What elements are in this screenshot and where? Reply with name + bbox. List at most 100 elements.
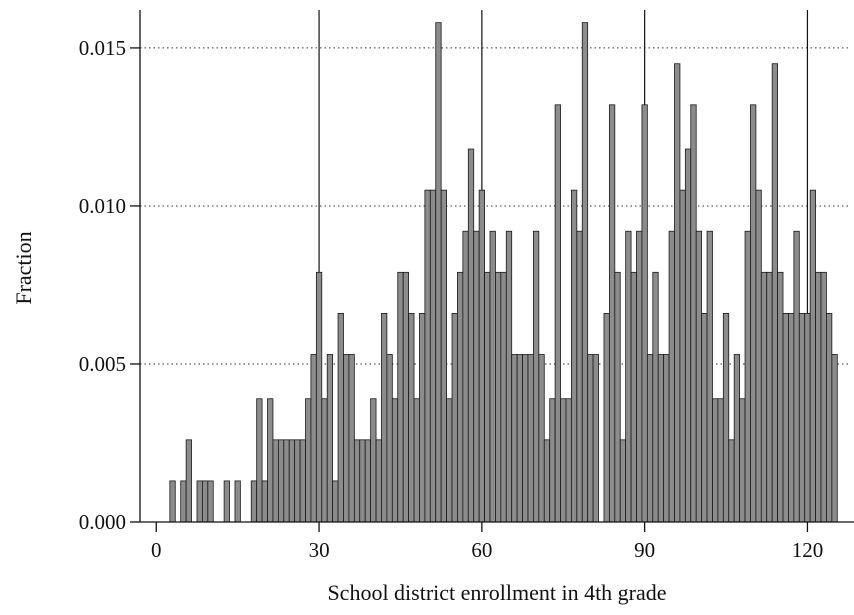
histogram-bar (451, 313, 458, 523)
histogram-bar (592, 354, 599, 523)
x-axis-title: School district enrollment in 4th grade (327, 580, 666, 605)
histogram-bar (495, 271, 502, 523)
histogram-bar (663, 354, 670, 523)
histogram-bar (646, 354, 654, 523)
histogram-bar (294, 439, 301, 523)
histogram-bar (326, 354, 334, 523)
histogram-bar (636, 230, 643, 523)
histogram-bar (619, 439, 627, 523)
histogram-bar (375, 439, 382, 523)
histogram-bar (283, 439, 290, 523)
histogram-bar (424, 189, 431, 523)
histogram-bar (554, 104, 561, 523)
histogram-bar (299, 439, 306, 523)
histogram-bar (391, 398, 399, 523)
histogram-bar (826, 313, 833, 523)
histogram-bar (570, 189, 578, 523)
histogram-bar (467, 148, 475, 523)
histogram-bar (695, 230, 703, 523)
histogram-bar (684, 148, 692, 523)
histogram-bar (793, 230, 800, 523)
histogram-bar (272, 439, 279, 523)
y-tick-label: 0.010 (79, 194, 126, 218)
histogram-bar (614, 271, 621, 523)
histogram-bar (381, 313, 388, 523)
histogram-bar (332, 480, 339, 523)
histogram-bar (538, 354, 545, 523)
histogram-bar (256, 398, 263, 523)
histogram-bar (750, 104, 757, 523)
histogram-bar (353, 439, 361, 523)
histogram-bar (701, 313, 708, 523)
histogram-bar (457, 271, 464, 523)
histogram-bar (690, 104, 697, 523)
histogram-bar (668, 230, 675, 523)
histogram-bars (169, 22, 838, 523)
histogram-bar (500, 271, 507, 523)
histogram-bar (315, 271, 323, 523)
y-axis-title: Fraction (11, 231, 36, 304)
histogram-bar (766, 271, 773, 523)
histogram-bar (657, 354, 665, 523)
histogram-bar (581, 22, 589, 523)
histogram-bar (516, 354, 523, 523)
histogram-bar (755, 189, 762, 523)
histogram-bar (630, 271, 637, 523)
x-tick-label: 90 (634, 538, 655, 562)
histogram-bar (386, 354, 393, 523)
histogram-bar (831, 354, 838, 523)
histogram-bar (674, 63, 681, 523)
histogram-bar (728, 439, 735, 523)
histogram-bar (771, 63, 778, 523)
histogram-bar (712, 398, 719, 523)
histogram-bar (478, 189, 485, 523)
histogram-bar (359, 439, 366, 523)
axis-ticks: 0 30 60 90 120 0.000 0.005 0.010 0.015 (79, 36, 823, 562)
axes (139, 10, 854, 523)
histogram-bar (820, 271, 827, 523)
histogram-bar (809, 189, 816, 523)
histogram-bar (196, 480, 203, 523)
histogram-bar (419, 313, 426, 523)
histogram-bar (185, 439, 192, 523)
histogram-bar (608, 104, 616, 523)
histogram-bar (413, 398, 420, 523)
y-tick-label: 0.005 (79, 352, 126, 376)
histogram-bar (169, 480, 176, 523)
histogram-bar (815, 271, 822, 523)
x-tick-label: 60 (471, 538, 492, 562)
histogram-bar (733, 354, 741, 523)
histogram-bar (625, 230, 632, 523)
histogram-bar (679, 189, 686, 523)
histogram-bar (446, 398, 453, 523)
histogram-bar (277, 439, 285, 523)
histogram-bar (717, 398, 724, 523)
histogram-bar (234, 480, 241, 523)
x-tick-label: 120 (792, 538, 824, 562)
histogram-bar (760, 271, 768, 523)
histogram-bar (527, 354, 534, 523)
histogram-bar (343, 354, 350, 523)
histogram-bar (250, 480, 258, 523)
histogram-bar (397, 271, 404, 523)
histogram-bar (739, 398, 746, 523)
histogram-bar (505, 230, 513, 523)
histogram-bar (267, 398, 274, 523)
histogram-bar (261, 480, 268, 523)
histogram-bar (744, 230, 751, 523)
histogram-bar (777, 271, 784, 523)
histogram-bar (641, 104, 648, 523)
histogram-bar (408, 313, 415, 523)
histogram-bar (782, 313, 789, 523)
x-tick-label: 0 (151, 538, 162, 562)
histogram-bar (706, 230, 713, 523)
histogram-bar (533, 230, 540, 523)
histogram-bar (565, 398, 572, 523)
histogram-bar (798, 313, 806, 523)
histogram-bar (370, 398, 377, 523)
histogram-bar (310, 354, 317, 523)
histogram-bar (364, 439, 372, 523)
histogram-bar (511, 354, 518, 523)
